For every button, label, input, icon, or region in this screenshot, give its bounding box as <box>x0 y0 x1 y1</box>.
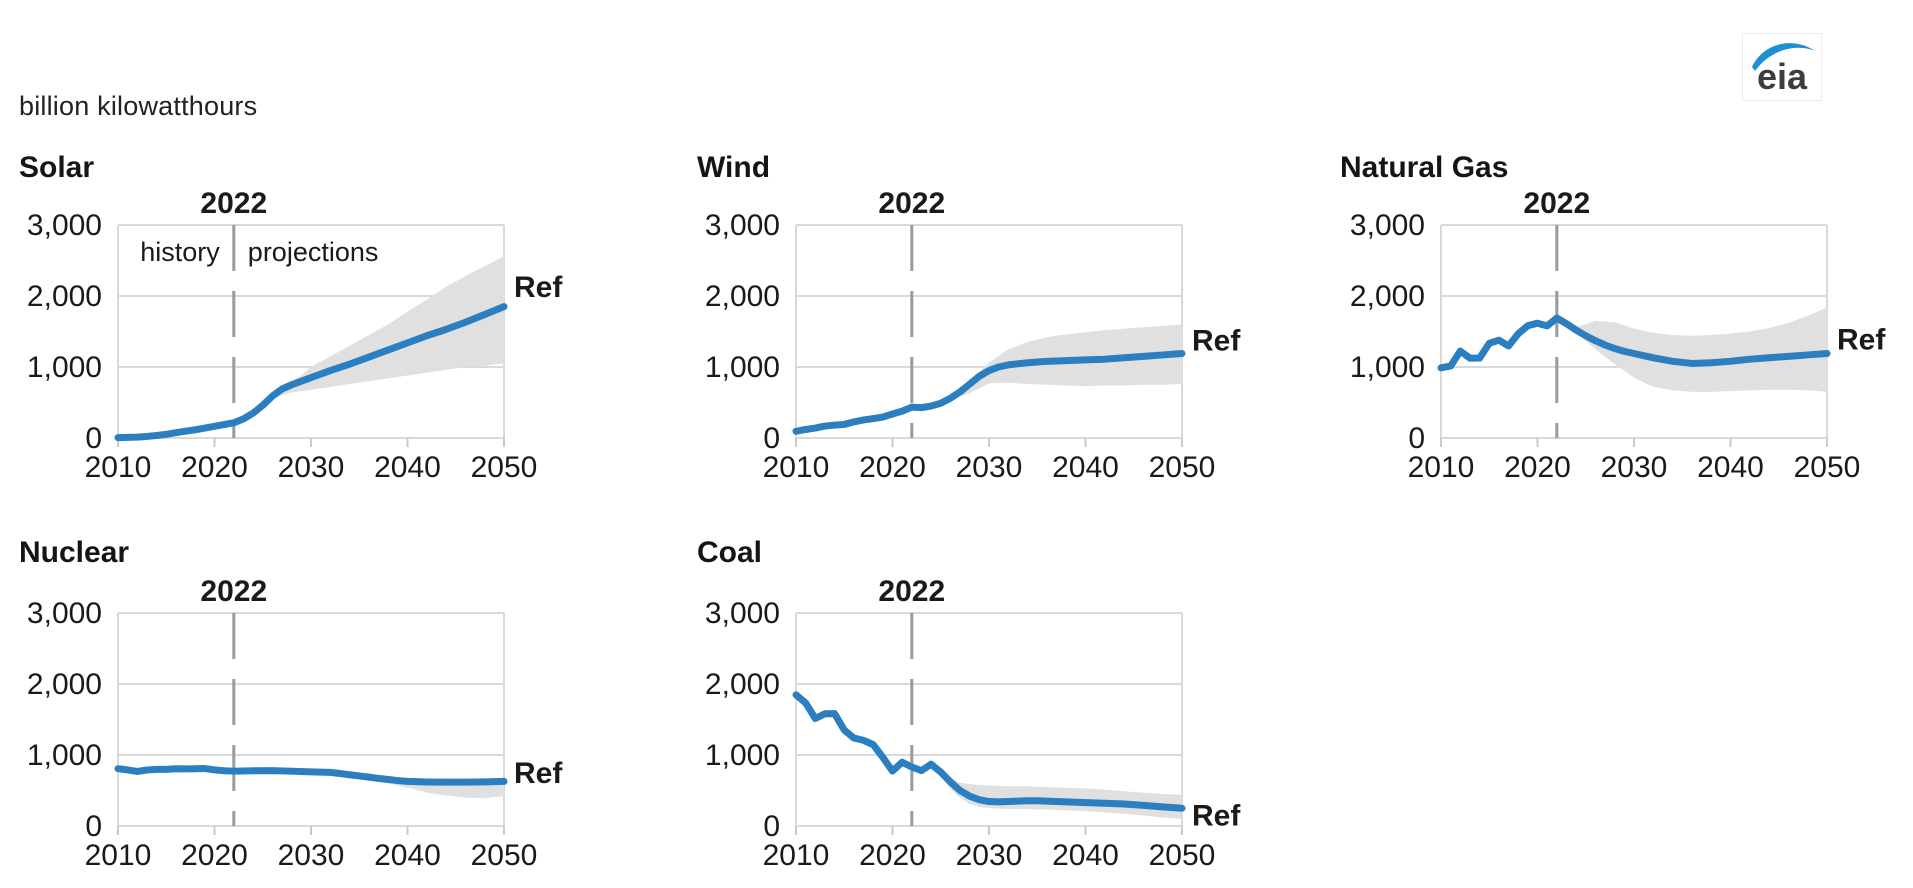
x-tick-label: 2030 <box>278 839 345 872</box>
x-tick-label: 2020 <box>1504 451 1571 484</box>
y-tick-label: 1,000 <box>27 351 102 384</box>
chart-coal: 0 1,000 2,000 3,000 2010 2020 2030 2040 2050 2022… <box>705 575 1241 872</box>
x-tick-label: 2040 <box>374 451 441 484</box>
ref-line <box>792 350 1186 435</box>
x-tick-label: 2020 <box>859 451 926 484</box>
y-tick-label: 3,000 <box>705 209 780 242</box>
y-tick-label: 3,000 <box>27 209 102 242</box>
chart-nuclear: 0 1,000 2,000 3,000 2010 2020 2030 2040 2050 2022… <box>27 575 563 872</box>
divider-year-label: 2022 <box>878 187 945 220</box>
y-tick-label: 1,000 <box>1350 351 1425 384</box>
divider-year-label: 2022 <box>878 575 945 608</box>
unit-label: billion kilowatthours <box>19 91 258 121</box>
y-tick-label: 3,000 <box>705 597 780 630</box>
chart-title-nuclear: Nuclear <box>19 536 130 569</box>
x-tick-label: 2020 <box>181 839 248 872</box>
y-tick-label: 0 <box>1408 422 1425 455</box>
x-tick-label: 2030 <box>956 451 1023 484</box>
ref-label: Ref <box>514 757 563 790</box>
projections-label: projections <box>248 237 379 267</box>
x-tick-label: 2020 <box>181 451 248 484</box>
y-tick-label: 0 <box>85 810 102 843</box>
ref-label: Ref <box>1192 800 1241 833</box>
x-tick-label: 2050 <box>471 451 538 484</box>
y-tick-label: 1,000 <box>705 739 780 772</box>
uncertainty-band <box>940 769 1182 819</box>
ref-line <box>114 303 508 442</box>
chart-natural-gas: 0 1,000 2,000 3,000 2010 2020 2030 2040 2050 2022… <box>1350 187 1886 484</box>
chart-title-coal: Coal <box>697 536 763 569</box>
y-tick-label: 2,000 <box>705 668 780 701</box>
divider-year-label: 2022 <box>1523 187 1590 220</box>
x-tick-label: 2050 <box>471 839 538 872</box>
y-tick-label: 2,000 <box>27 280 102 313</box>
y-tick-label: 1,000 <box>705 351 780 384</box>
y-tick-label: 3,000 <box>1350 209 1425 242</box>
x-tick-label: 2020 <box>859 839 926 872</box>
x-tick-label: 2030 <box>278 451 345 484</box>
y-tick-label: 0 <box>85 422 102 455</box>
ref-line <box>114 765 508 786</box>
uncertainty-band <box>272 256 504 399</box>
chart-solar: 0 1,000 2,000 3,000 2010 2020 2030 2040 2050 2022… <box>27 187 563 484</box>
eia-logo: eia <box>1742 33 1822 101</box>
y-tick-label: 2,000 <box>705 280 780 313</box>
divider-year-label: 2022 <box>200 187 267 220</box>
chart-title-solar: Solar <box>19 151 95 184</box>
chart-title-natural-gas: Natural Gas <box>1340 151 1509 184</box>
ref-label: Ref <box>1192 324 1241 357</box>
y-tick-label: 2,000 <box>27 668 102 701</box>
x-tick-label: 2010 <box>85 451 152 484</box>
divider-year-label: 2022 <box>200 575 267 608</box>
y-tick-label: 0 <box>763 810 780 843</box>
history-label: history <box>140 237 220 267</box>
x-tick-label: 2040 <box>1052 451 1119 484</box>
x-tick-label: 2030 <box>1601 451 1668 484</box>
ref-label: Ref <box>514 271 563 304</box>
y-tick-label: 0 <box>763 422 780 455</box>
x-tick-label: 2030 <box>956 839 1023 872</box>
chart-wind: 0 1,000 2,000 3,000 2010 2020 2030 2040 2050 2022… <box>705 187 1241 484</box>
x-tick-label: 2040 <box>1697 451 1764 484</box>
uncertainty-band <box>1576 307 1827 392</box>
x-tick-label: 2040 <box>1052 839 1119 872</box>
chart-title-wind: Wind <box>697 151 771 184</box>
x-tick-label: 2010 <box>763 839 830 872</box>
y-tick-label: 1,000 <box>27 739 102 772</box>
x-tick-label: 2040 <box>374 839 441 872</box>
x-tick-label: 2010 <box>763 451 830 484</box>
eia-logo-graphic: eia <box>1752 43 1815 97</box>
y-tick-label: 2,000 <box>1350 280 1425 313</box>
x-tick-label: 2050 <box>1149 839 1216 872</box>
ref-line <box>1437 314 1831 372</box>
x-tick-label: 2050 <box>1794 451 1861 484</box>
ref-label: Ref <box>1837 324 1886 357</box>
y-tick-label: 3,000 <box>27 597 102 630</box>
x-tick-label: 2010 <box>1408 451 1475 484</box>
ref-line <box>792 691 1186 812</box>
eia-swoosh-icon <box>1752 43 1815 71</box>
eia-logo-text: eia <box>1757 56 1808 97</box>
x-tick-label: 2010 <box>85 839 152 872</box>
x-tick-label: 2050 <box>1149 451 1216 484</box>
